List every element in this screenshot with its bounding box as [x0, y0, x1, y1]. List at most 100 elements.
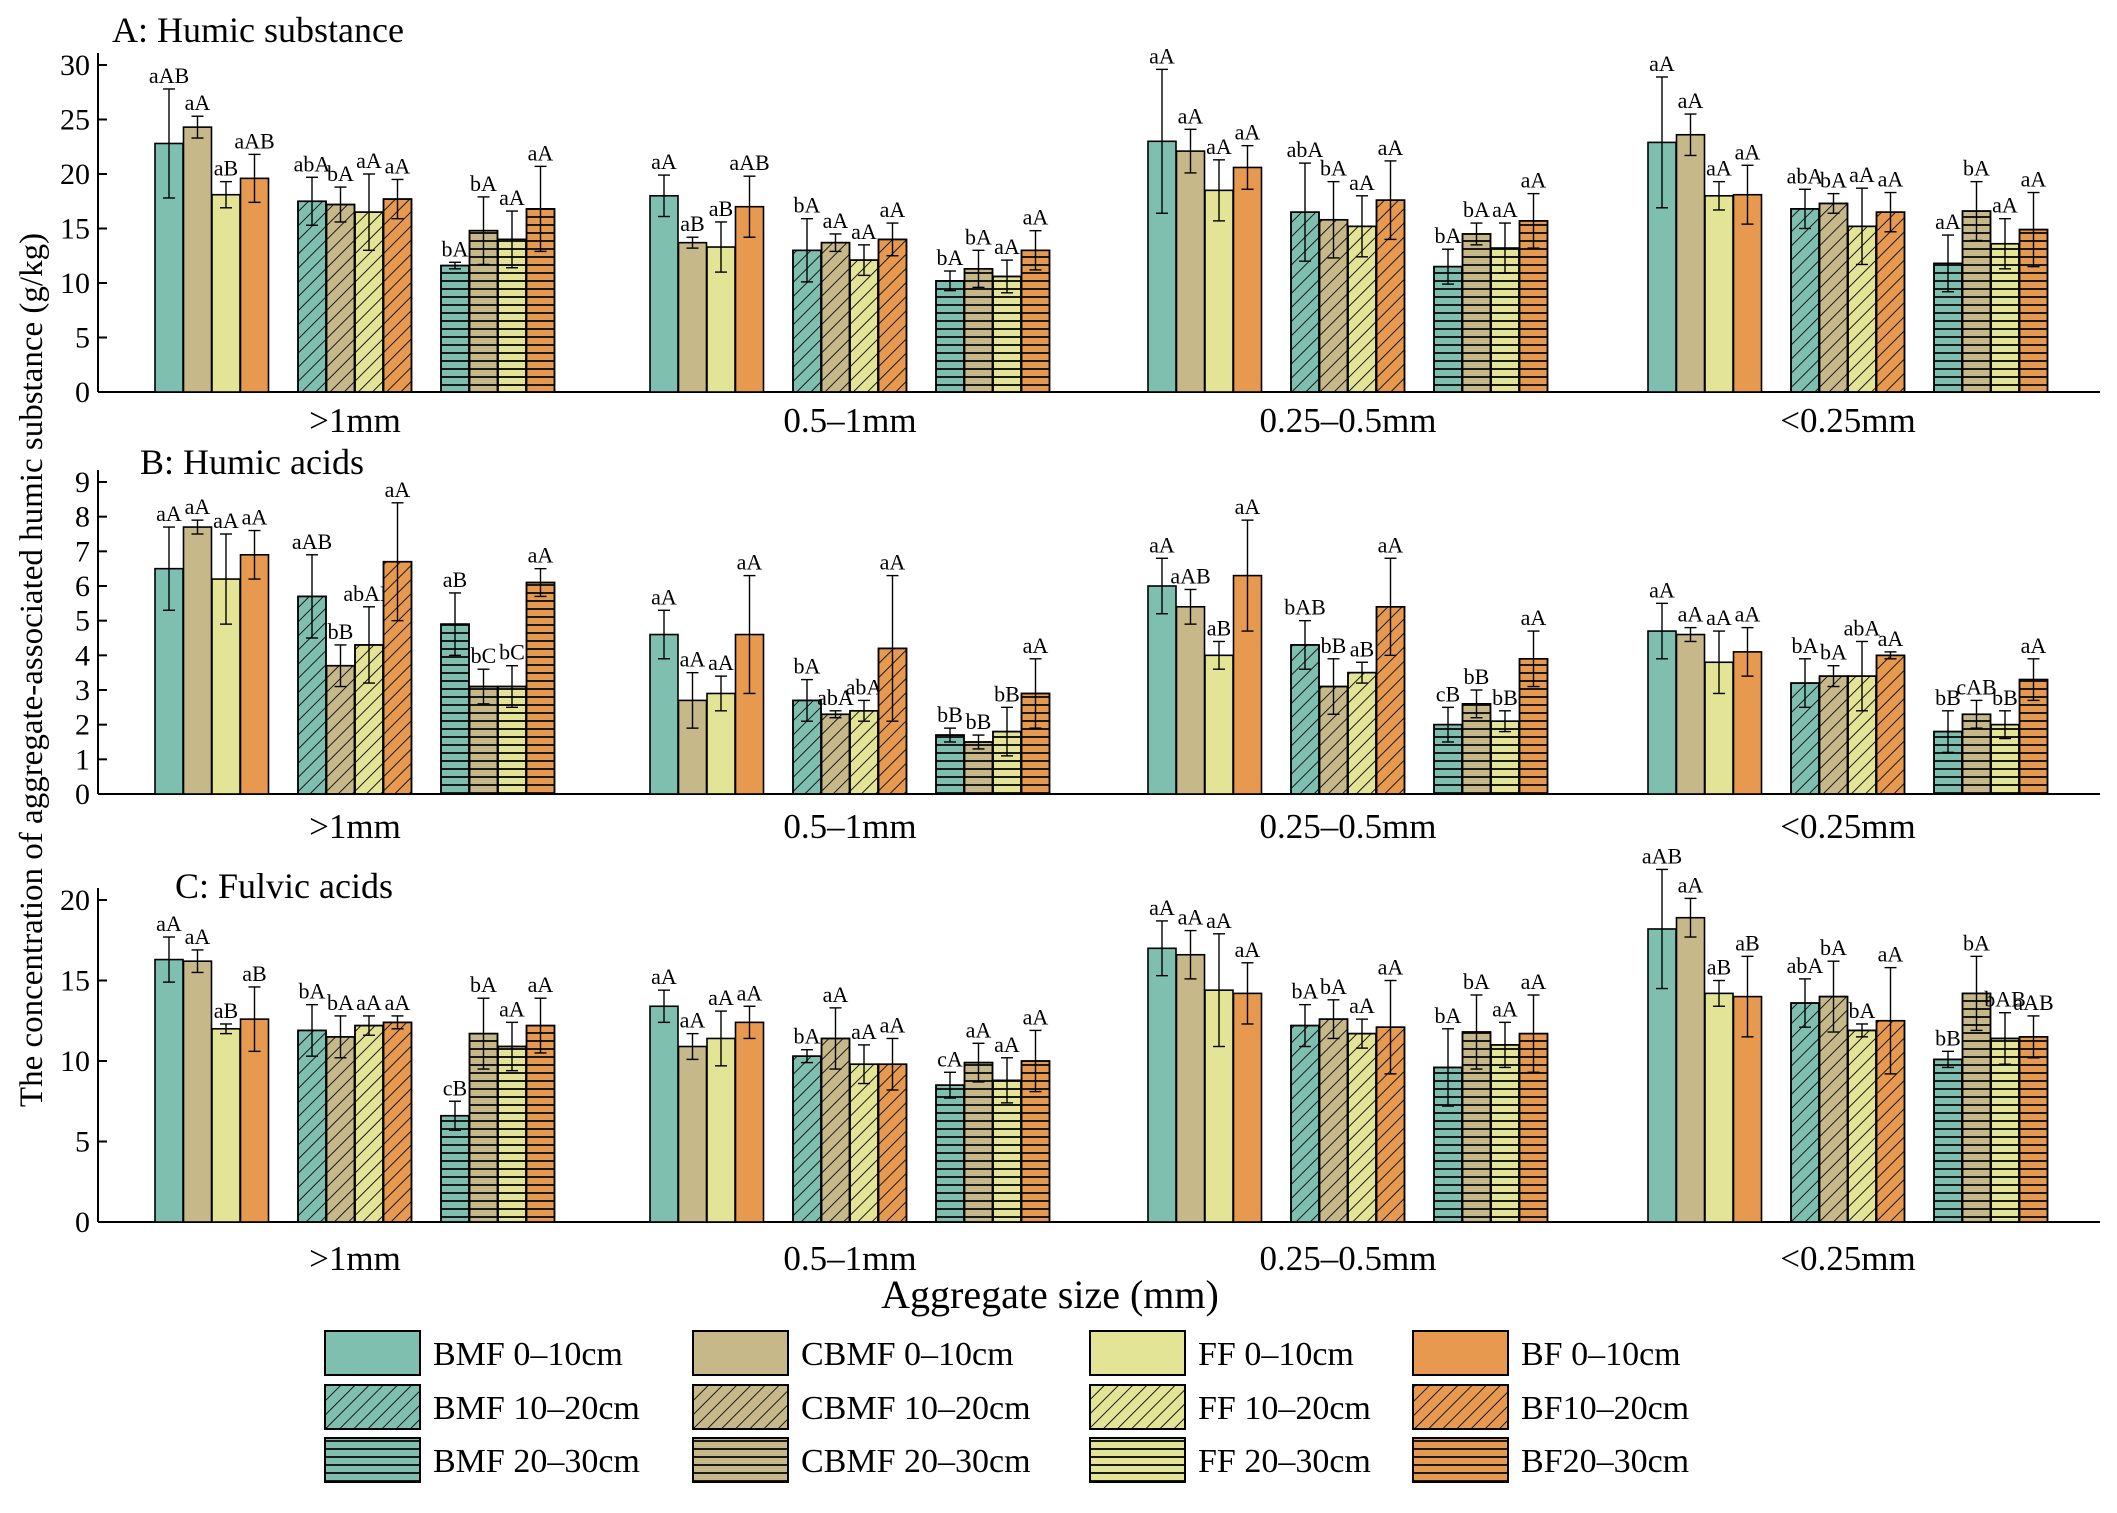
- bar-bmf-20-30cm-hatch: [935, 280, 965, 393]
- significance-label: abA: [846, 674, 883, 699]
- y-tick-label: 6: [75, 570, 90, 603]
- significance-label: aB: [1707, 955, 1731, 980]
- significance-label: aAB: [234, 128, 274, 153]
- bar-cbmf-0-10cm: [1175, 150, 1206, 393]
- legend-swatch-bmf-0-10cm: [324, 1330, 421, 1376]
- significance-label: bB: [1464, 664, 1490, 689]
- y-tick-label: 10: [60, 267, 90, 300]
- panel-title: B: Humic acids: [140, 442, 364, 482]
- panel-title: A: Humic substance: [112, 10, 404, 50]
- bar-ff-0-10cm: [1204, 654, 1234, 795]
- legend-swatch-bmf-10-20cm-hatch: [324, 1384, 421, 1430]
- significance-label: aA: [385, 153, 411, 178]
- significance-label: cB: [443, 1075, 467, 1100]
- significance-label: aA: [1649, 51, 1675, 76]
- bar-bf-0-10cm: [734, 1021, 765, 1223]
- legend-item: BMF 0–10cm: [324, 1330, 623, 1376]
- significance-label: aAB: [292, 529, 332, 554]
- significance-label: aA: [1492, 197, 1518, 222]
- y-axis-title: The concentration of aggregate-associate…: [14, 233, 50, 1107]
- bar-cbmf-10-20cm-hatch: [1318, 1018, 1349, 1223]
- significance-label: aA: [528, 972, 554, 997]
- significance-label: bB: [1492, 685, 1518, 710]
- y-tick-label: 15: [60, 213, 90, 246]
- y-tick-label: 5: [75, 1126, 90, 1159]
- legend-item: FF 20–30cm: [1089, 1437, 1371, 1483]
- significance-label: bA: [1463, 969, 1490, 994]
- significance-label: bA: [937, 245, 964, 270]
- significance-label: bA: [327, 161, 354, 186]
- legend-label: CBMF 20–30cm: [801, 1443, 1031, 1480]
- significance-label: aA: [1349, 993, 1375, 1018]
- bar-bf-10-20cm-hatch: [1875, 211, 1906, 393]
- legend-label: FF 10–20cm: [1198, 1390, 1371, 1427]
- legend-item: BMF 10–20cm: [324, 1384, 640, 1430]
- significance-label: bA: [794, 193, 821, 218]
- legend-item: BF 0–10cm: [1412, 1330, 1681, 1376]
- legend-swatch-bmf-20-30cm-hatch: [324, 1437, 421, 1483]
- bar-cbmf-10-20cm-hatch: [325, 1036, 356, 1223]
- bar-cbmf-0-10cm: [1675, 916, 1706, 1223]
- bar-cbmf-0-10cm: [677, 1045, 708, 1223]
- legend-item: CBMF 0–10cm: [692, 1330, 1014, 1376]
- bar-ff-0-10cm: [1704, 992, 1734, 1223]
- significance-label: aA: [1378, 135, 1404, 160]
- significance-label: aA: [1023, 633, 1049, 658]
- group-label: <0.25mm: [1780, 401, 1915, 440]
- significance-label: aA: [185, 494, 211, 519]
- significance-label: aA: [1023, 205, 1049, 230]
- significance-label: aA: [1178, 905, 1204, 930]
- y-tick-label: 20: [60, 158, 90, 191]
- significance-label: aA: [1378, 532, 1404, 557]
- significance-label: bB: [937, 702, 963, 727]
- significance-label: aA: [1149, 43, 1175, 68]
- legend-item: BF10–20cm: [1412, 1384, 1689, 1430]
- bar-ff-20-30cm-hatch: [1990, 1037, 2020, 1223]
- significance-label: aA: [1378, 955, 1404, 980]
- significance-label: aA: [737, 980, 763, 1005]
- group-label: >1mm: [309, 401, 401, 440]
- significance-label: abA: [1787, 953, 1824, 978]
- significance-label: bA: [470, 171, 497, 196]
- significance-label: aA: [680, 647, 706, 672]
- y-tick-label: 8: [75, 501, 90, 534]
- bar-ff-0-10cm: [1704, 195, 1734, 393]
- significance-label: aA: [213, 508, 239, 533]
- y-tick-label: 7: [75, 535, 90, 568]
- y-tick-label: 30: [60, 49, 90, 82]
- significance-label: aB: [214, 998, 238, 1023]
- significance-label: aA: [385, 477, 411, 502]
- significance-label: abA: [294, 151, 331, 176]
- bar-ff-0-10cm: [211, 1028, 241, 1223]
- bar-bf-0-10cm: [239, 177, 270, 393]
- significance-label: aB: [709, 196, 733, 221]
- group-label: <0.25mm: [1780, 1239, 1915, 1278]
- y-tick-label: 4: [75, 639, 90, 672]
- legend-label: FF 0–10cm: [1198, 1336, 1354, 1373]
- legend-item: BMF 20–30cm: [324, 1437, 640, 1483]
- significance-label: bAB: [1984, 987, 2026, 1012]
- significance-label: bA: [1435, 223, 1462, 248]
- significance-label: aB: [1735, 930, 1759, 955]
- significance-label: aA: [880, 197, 906, 222]
- significance-label: aA: [385, 990, 411, 1015]
- significance-label: aA: [356, 148, 382, 173]
- legend-item: CBMF 10–20cm: [692, 1384, 1031, 1430]
- significance-label: aA: [880, 1012, 906, 1037]
- group-label: <0.25mm: [1780, 807, 1915, 846]
- bar-bf-20-30cm-hatch: [525, 581, 556, 795]
- legend-swatch-ff-20-30cm-hatch: [1089, 1437, 1186, 1483]
- legend-item: BF20–30cm: [1412, 1437, 1689, 1483]
- significance-label: aA: [1149, 532, 1175, 557]
- bar-cbmf-10-20cm-hatch: [820, 713, 851, 795]
- legend-label: BF 0–10cm: [1521, 1336, 1681, 1373]
- significance-label: aA: [1521, 969, 1547, 994]
- significance-label: aA: [1878, 626, 1904, 651]
- significance-label: bA: [1435, 1003, 1462, 1028]
- significance-label: aA: [1149, 895, 1175, 920]
- significance-label: aA: [966, 1017, 992, 1042]
